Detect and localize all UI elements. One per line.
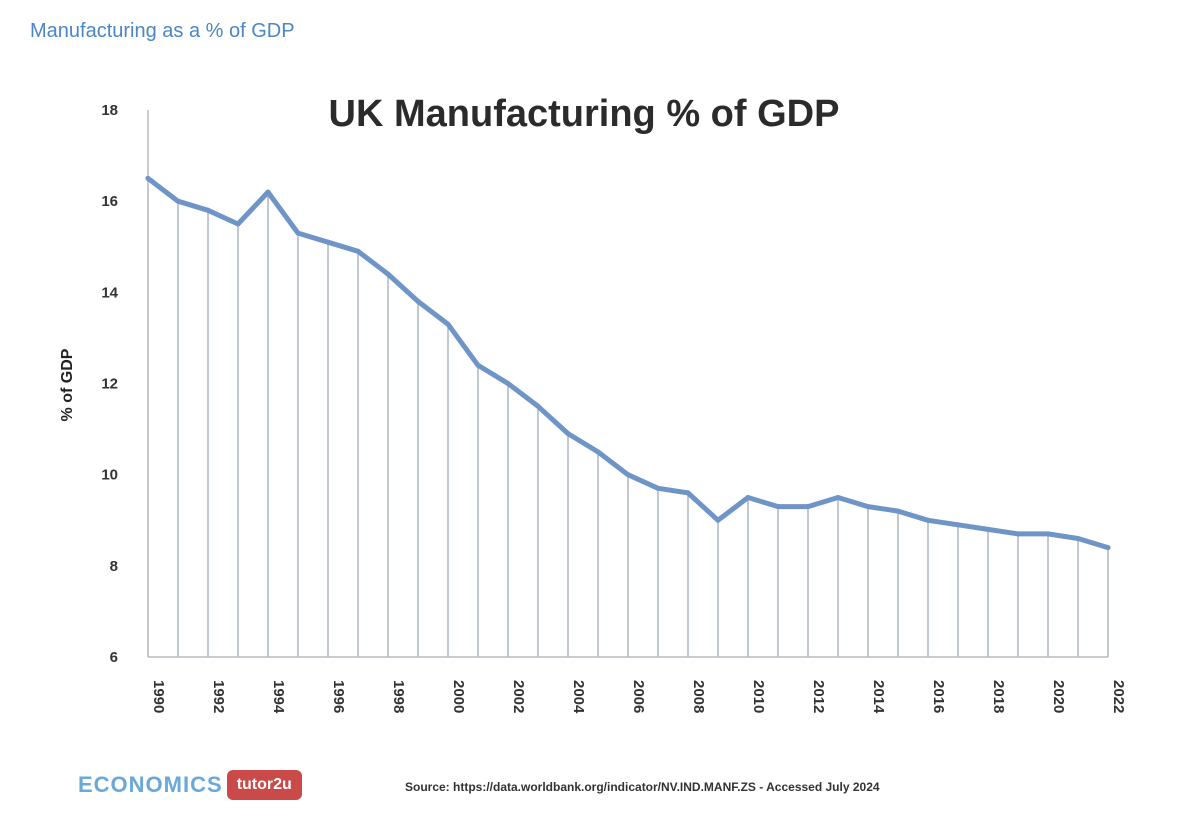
source-note: Source: https://data.worldbank.org/indic… xyxy=(405,780,880,794)
data-point xyxy=(385,271,391,277)
logo-text: ECONOMICS xyxy=(78,772,223,797)
x-tick-label: 1996 xyxy=(330,680,347,713)
x-tick-label: 2012 xyxy=(810,680,827,713)
data-point xyxy=(985,526,991,532)
data-point xyxy=(205,207,211,213)
x-tick-label: 1992 xyxy=(210,680,227,713)
data-point xyxy=(1015,531,1021,537)
x-axis-ticks: 1990 1992 1994 1996 1998 2000 2002 2004 2006 2008… xyxy=(150,680,1127,714)
x-tick-label: 2000 xyxy=(450,680,467,713)
x-tick-label: 2022 xyxy=(1110,680,1127,713)
x-tick-label: 2004 xyxy=(570,680,587,714)
data-point xyxy=(715,517,721,523)
data-point xyxy=(145,175,151,181)
data-point xyxy=(445,321,451,327)
data-point xyxy=(235,221,241,227)
x-tick-label: 2008 xyxy=(690,680,707,713)
x-tick-label: 1994 xyxy=(270,680,287,714)
data-point xyxy=(535,403,541,409)
x-tick-label: 2002 xyxy=(510,680,527,713)
x-tick-label: 1990 xyxy=(150,680,167,713)
x-tick-label: 2016 xyxy=(930,680,947,713)
y-tick-label: 10 xyxy=(101,467,118,484)
data-point xyxy=(475,362,481,368)
data-point xyxy=(295,230,301,236)
data-point xyxy=(835,494,841,500)
data-point xyxy=(265,189,271,195)
data-point xyxy=(595,449,601,455)
data-point xyxy=(355,248,361,254)
data-point xyxy=(685,490,691,496)
logo-badge: tutor2u xyxy=(226,770,302,800)
data-point xyxy=(865,504,871,510)
data-point xyxy=(565,431,571,437)
data-point xyxy=(625,472,631,478)
data-point xyxy=(1075,535,1081,541)
y-tick-label: 16 xyxy=(101,193,118,210)
data-point xyxy=(805,504,811,510)
data-point xyxy=(1045,531,1051,537)
data-point xyxy=(895,508,901,514)
y-axis-label: % of GDP xyxy=(59,348,76,421)
x-tick-label: 2010 xyxy=(750,680,767,713)
y-axis-ticks: 6 8 10 12 14 16 18 xyxy=(101,102,118,666)
y-tick-label: 14 xyxy=(101,284,118,301)
data-point xyxy=(955,522,961,528)
x-tick-label: 1998 xyxy=(390,680,407,713)
y-tick-label: 8 xyxy=(110,558,118,575)
x-tick-label: 2014 xyxy=(870,680,887,714)
x-tick-label: 2018 xyxy=(990,680,1007,713)
axes xyxy=(147,110,1108,658)
data-point xyxy=(745,494,751,500)
grid xyxy=(147,178,1109,657)
data-point xyxy=(775,504,781,510)
y-tick-label: 12 xyxy=(101,376,118,393)
data-point xyxy=(925,517,931,523)
data-point xyxy=(415,298,421,304)
data-point xyxy=(505,381,511,386)
economics-logo: ECONOMICS tutor2u xyxy=(78,770,302,800)
data-points xyxy=(145,175,1111,551)
y-tick-label: 18 xyxy=(101,102,118,119)
x-tick-label: 2020 xyxy=(1050,680,1067,713)
page-heading: Manufacturing as a % of GDP xyxy=(30,20,295,42)
chart-title: UK Manufacturing % of GDP xyxy=(329,93,840,135)
data-point xyxy=(655,485,661,491)
x-tick-label: 2006 xyxy=(630,680,647,713)
data-point xyxy=(1105,545,1111,551)
data-point xyxy=(325,239,331,245)
data-point xyxy=(175,198,181,204)
y-tick-label: 6 xyxy=(110,649,118,666)
